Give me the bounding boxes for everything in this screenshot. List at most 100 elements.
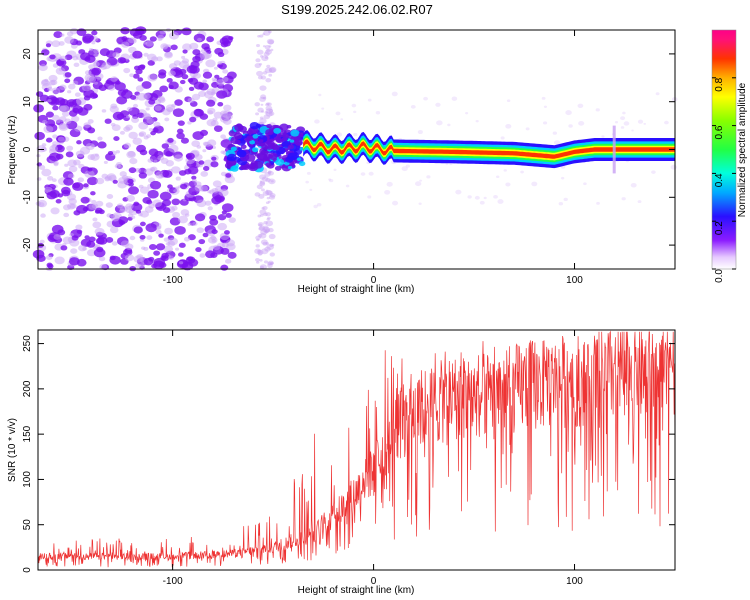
spectrogram-cell — [298, 132, 305, 137]
spectrogram-cell — [202, 79, 208, 84]
spectrogram-cell — [268, 152, 278, 160]
spectrogram-cell — [255, 244, 260, 248]
spectrogram-cell — [254, 63, 262, 69]
colorbar-label: Normalized spectral amplitude — [737, 82, 748, 217]
spectrogram-cell — [630, 182, 637, 188]
spectrogram-cell — [188, 86, 195, 91]
spectrogram-cell — [258, 225, 266, 231]
spectrogram-cell — [465, 111, 469, 115]
spectrogram-cell — [84, 235, 90, 240]
spectrogram-cell — [255, 112, 260, 116]
spectrogram-cell — [175, 247, 180, 251]
spectrogram-cell — [268, 109, 274, 113]
spectrogram-cell — [72, 80, 79, 86]
spectrogram-cell — [118, 216, 129, 224]
spectrogram-cell — [158, 233, 164, 238]
spectrogram-y-axis-label: Frequency (Hz) — [7, 116, 18, 185]
spectrogram-cell — [128, 186, 140, 195]
spectrogram-cell — [258, 194, 265, 199]
spectrogram-cell — [268, 227, 274, 233]
spectrogram-cell — [120, 27, 130, 35]
spectrogram-cell — [49, 145, 59, 152]
spectrogram-cell — [290, 129, 300, 137]
spectrogram-cell — [261, 188, 265, 192]
spectrogram-cell — [268, 200, 271, 203]
spectrogram-cell — [375, 111, 381, 115]
spectrogram-cell — [405, 164, 410, 168]
spectrogram-cell — [620, 126, 625, 129]
spectrogram-cell — [296, 157, 302, 161]
spectrogram-cell — [186, 256, 194, 262]
spectrogram-cell — [94, 209, 101, 214]
spectrogram-cell — [266, 38, 275, 45]
x-tick-label: -100 — [163, 576, 183, 587]
spectrogram-cell — [305, 180, 309, 184]
spectrogram-cell — [267, 261, 272, 266]
spectrogram-cell — [262, 33, 266, 36]
spectrogram-cell — [92, 217, 98, 222]
spectrogram-cell — [97, 136, 103, 141]
spectrogram-cell — [178, 170, 187, 176]
spectrogram-cell — [287, 165, 293, 170]
spectrogram-cell — [254, 102, 261, 107]
spectrogram-cell — [560, 176, 565, 180]
spectrogram-cell — [58, 41, 65, 46]
spectrogram-cell — [138, 172, 147, 179]
spectrogram-cell — [123, 142, 132, 149]
spectrogram-cell — [257, 249, 261, 253]
spectrogram-cell — [143, 257, 154, 266]
spectrogram-cell — [51, 224, 64, 234]
spectrogram-cell — [266, 218, 270, 221]
spectrogram-cell — [187, 222, 192, 227]
spectrogram-cell — [64, 163, 69, 167]
spectrogram-cell — [259, 209, 267, 215]
spectrogram-cell — [95, 177, 105, 185]
spectrogram-cell — [264, 246, 271, 252]
spectrogram-cell — [60, 245, 68, 251]
spectrogram-cell — [259, 96, 266, 102]
spectrogram-cell — [145, 40, 154, 47]
spectrogram-cell — [50, 207, 60, 215]
spectrogram-cell — [202, 71, 213, 79]
spectrogram-cell — [187, 121, 192, 125]
spectrogram-cell — [194, 213, 206, 222]
spectrogram-cell — [64, 36, 74, 44]
snr-line — [37, 330, 676, 568]
spectrogram-cell — [93, 53, 99, 58]
spectrogram-cell — [601, 135, 605, 138]
spectrogram-cell — [282, 133, 289, 139]
spectrogram-cell — [83, 122, 91, 128]
spectrogram-cell — [264, 111, 269, 114]
spectrogram-cell — [435, 102, 441, 107]
spectrogram-cell — [290, 163, 296, 167]
spectrogram-cell — [128, 167, 137, 174]
spectrogram-cell — [230, 165, 239, 172]
spectrogram-cell — [168, 144, 179, 153]
spectrogram-cell — [268, 178, 276, 185]
spectrogram-cell — [74, 92, 81, 97]
spectrogram-cell — [217, 52, 225, 58]
spectrogram-cell — [178, 215, 189, 224]
spectrogram-cell — [191, 175, 197, 180]
spectrogram-cell — [160, 157, 169, 164]
spectrogram-cell — [262, 225, 269, 231]
spectrogram-cell — [157, 37, 163, 42]
spectrogram-cell — [119, 130, 125, 135]
spectrogram-cell — [166, 77, 173, 83]
spectrogram-cell — [124, 254, 135, 262]
spectrogram-cell — [109, 226, 119, 234]
spectrogram-cell — [281, 130, 287, 135]
spectrogram-cell — [202, 232, 209, 238]
spectrogram-cell — [233, 132, 243, 140]
spectrogram-cell — [33, 104, 44, 113]
spectrogram-cell — [285, 156, 294, 163]
spectrogram-cell — [256, 49, 264, 55]
spectrogram-cell — [192, 178, 197, 183]
spectrogram-cell — [622, 111, 626, 115]
spectrogram-cell — [111, 124, 121, 132]
spectrogram-cell — [123, 67, 131, 74]
spectrogram-cell — [55, 67, 66, 75]
snr-panel: -100 0 100 0 50 100 150 200 250 Height of strai… — [7, 329, 676, 596]
spectrogram-cell — [53, 234, 62, 240]
